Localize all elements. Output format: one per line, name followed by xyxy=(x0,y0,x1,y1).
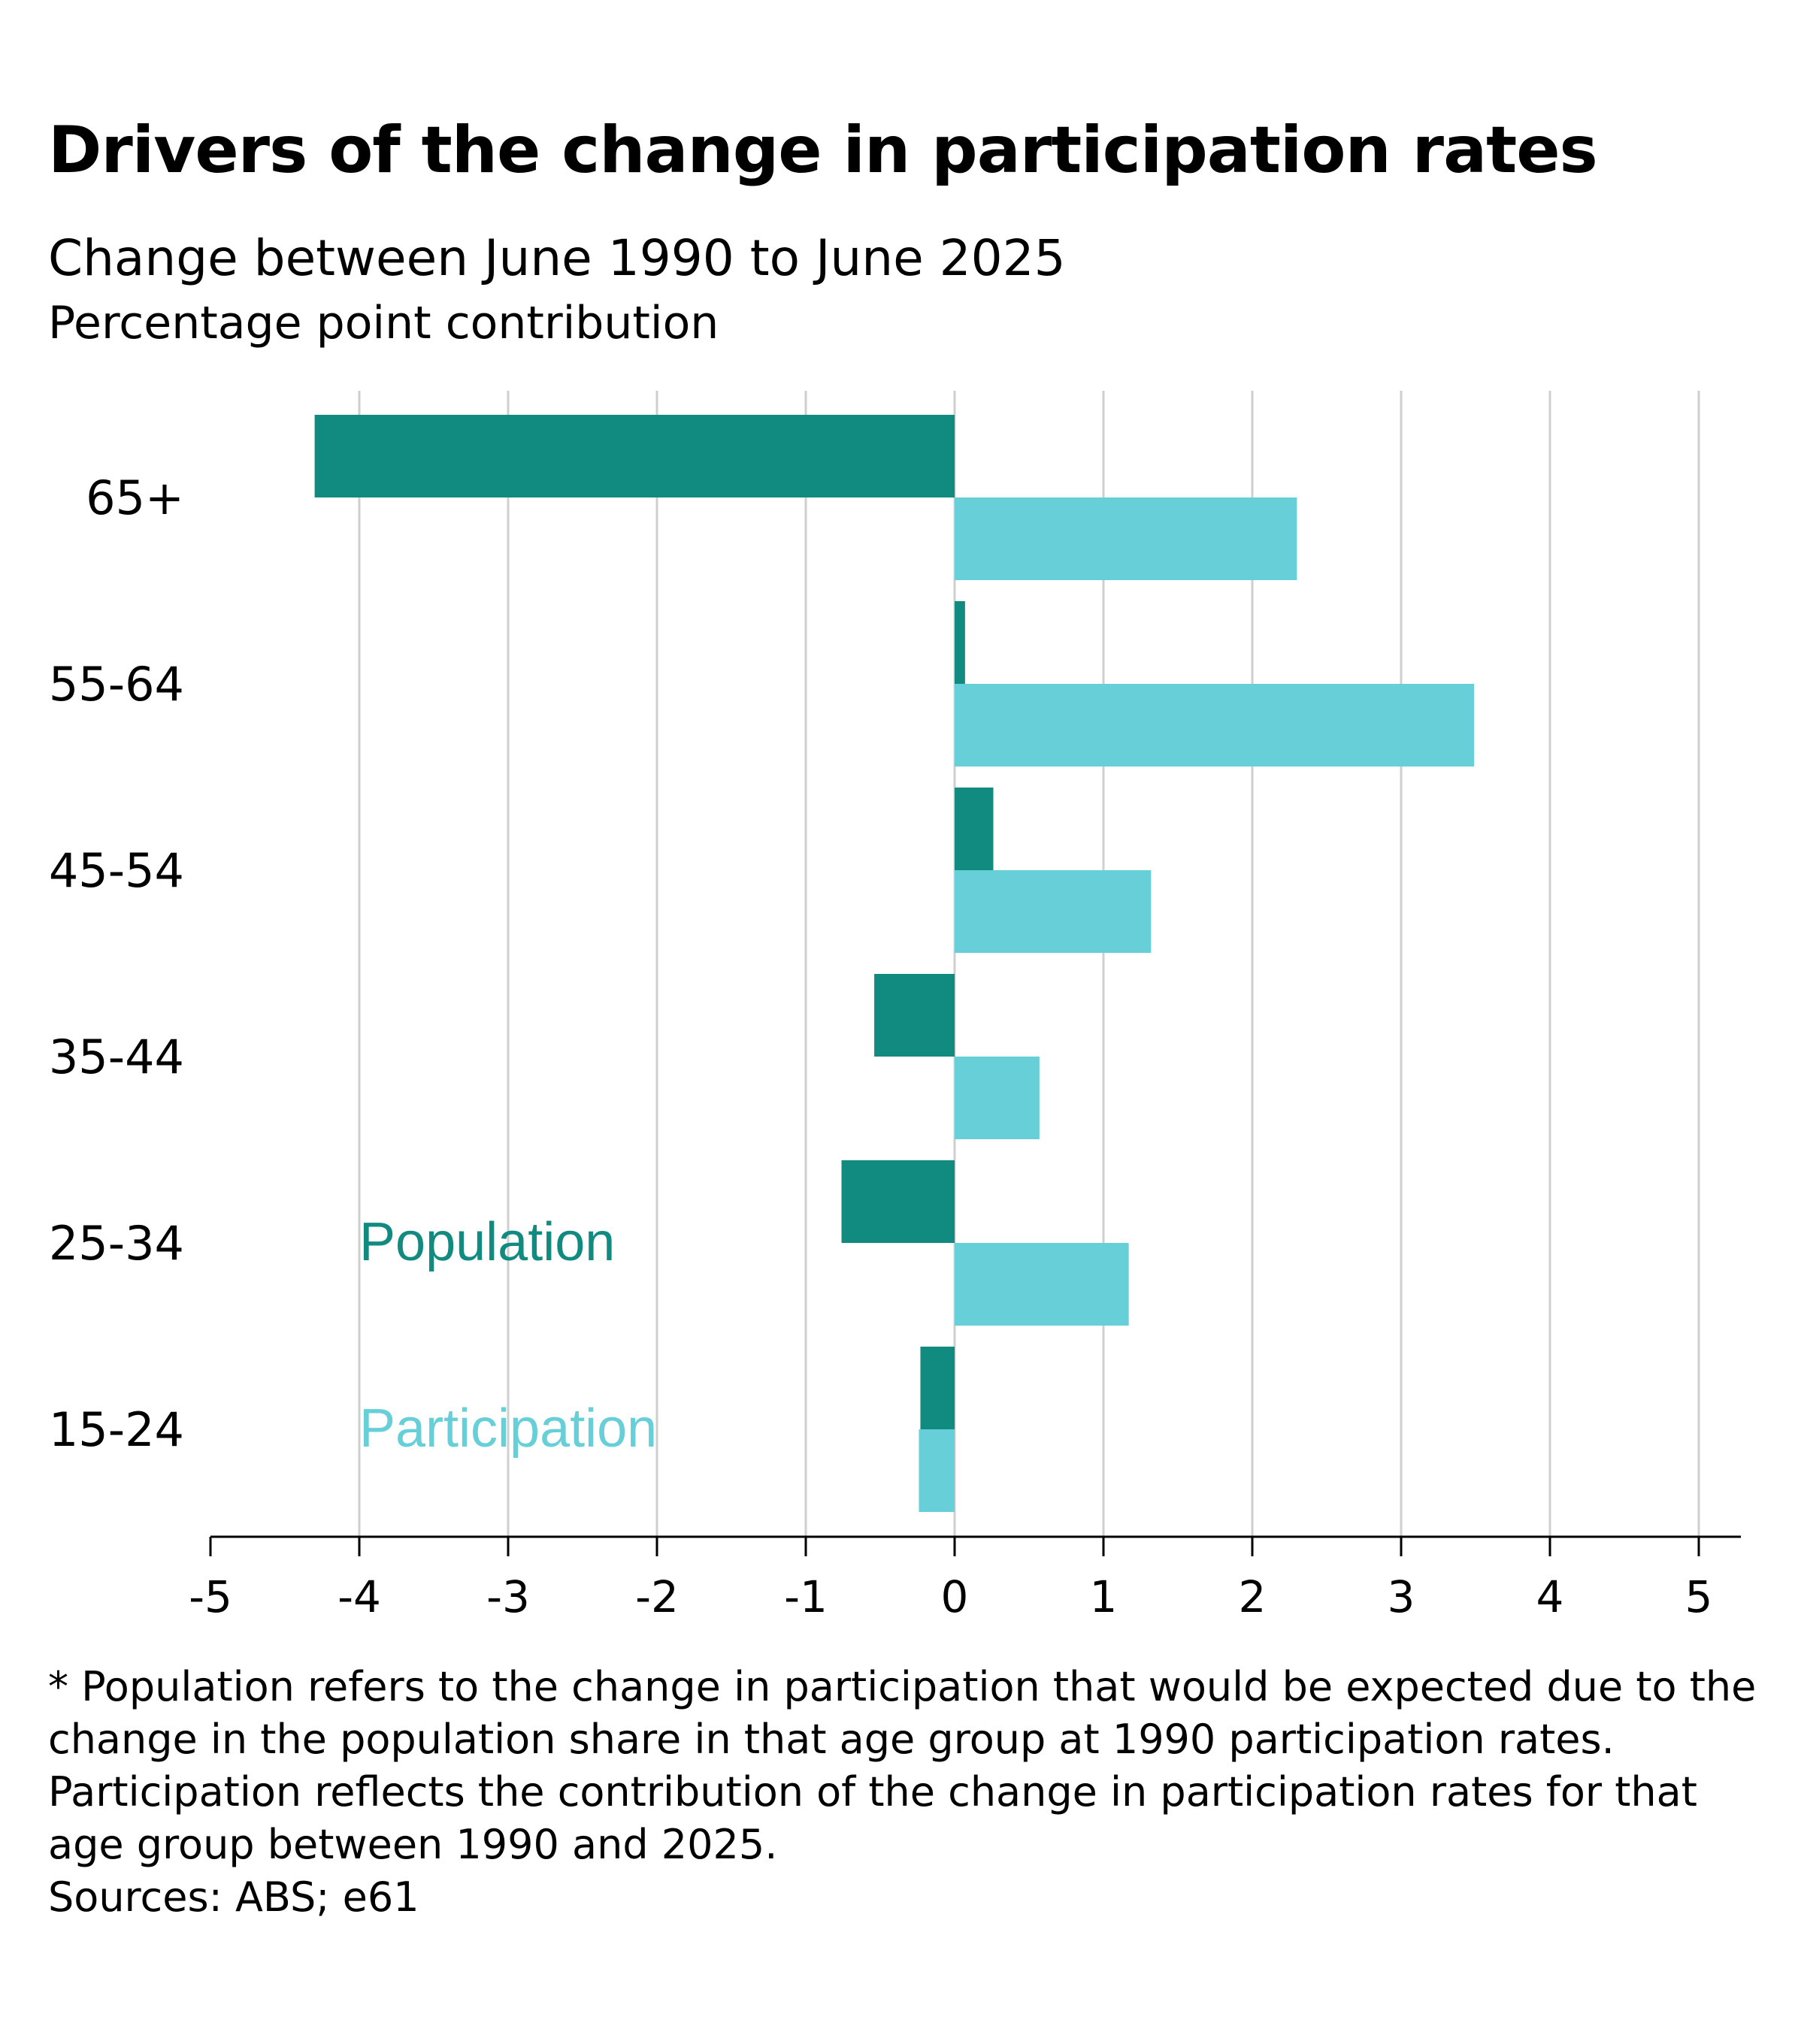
unit-label: Percentage point contribution xyxy=(48,297,719,349)
chart-title: Drivers of the change in participation r… xyxy=(48,113,1598,188)
footnote: * Population refers to the change in par… xyxy=(48,1661,1784,1924)
x-tick-label: -2 xyxy=(635,1571,679,1622)
x-tick-label: -5 xyxy=(189,1571,232,1622)
legend-participation: Participation xyxy=(359,1398,657,1459)
x-tick-label: -4 xyxy=(338,1571,381,1622)
x-tick-label: 1 xyxy=(1090,1571,1118,1622)
bar-participation-65plus xyxy=(955,497,1297,580)
category-label: 45-54 xyxy=(49,843,184,898)
x-tick-label: 4 xyxy=(1536,1571,1564,1622)
category-label: 65+ xyxy=(86,470,184,525)
footnote-line: * Population refers to the change in par… xyxy=(48,1663,1757,1710)
x-tick-label: -3 xyxy=(486,1571,530,1622)
x-tick-label: 0 xyxy=(941,1571,969,1622)
bar-population-35-44 xyxy=(874,974,955,1057)
bar-participation-25-34 xyxy=(955,1243,1129,1326)
bar-population-45-54 xyxy=(955,788,994,870)
bar-participation-35-44 xyxy=(955,1057,1040,1139)
footnote-line: Sources: ABS; e61 xyxy=(48,1873,419,1921)
legend-population: Population xyxy=(359,1212,615,1272)
x-tick-label: -1 xyxy=(784,1571,828,1622)
footnote-line: age group between 1990 and 2025. xyxy=(48,1821,778,1868)
category-label: 25-34 xyxy=(49,1216,184,1271)
x-tick-label: 3 xyxy=(1388,1571,1415,1622)
x-tick-label: 2 xyxy=(1239,1571,1267,1622)
bar-population-15-24 xyxy=(920,1347,955,1429)
category-label: 35-44 xyxy=(49,1030,184,1084)
footnote-line: change in the population share in that a… xyxy=(48,1716,1615,1763)
bar-chart: 65+ 55-64 45-54 35-44 25-34 15-24 -5 -4 -3 -2 -1 0 1… xyxy=(49,391,1741,1622)
bar-population-55-64 xyxy=(955,601,965,684)
bar-participation-45-54 xyxy=(955,870,1152,953)
bar-participation-15-24 xyxy=(919,1429,955,1512)
category-label: 55-64 xyxy=(49,657,184,712)
footnote-line: Participation reflects the contribution … xyxy=(48,1768,1697,1816)
bar-participation-55-64 xyxy=(955,684,1475,766)
chart-subtitle: Change between June 1990 to June 2025 xyxy=(48,229,1066,287)
category-label: 15-24 xyxy=(49,1402,184,1457)
x-tick-label: 5 xyxy=(1685,1571,1713,1622)
bar-population-25-34 xyxy=(841,1160,955,1243)
bar-population-65plus xyxy=(314,415,955,497)
